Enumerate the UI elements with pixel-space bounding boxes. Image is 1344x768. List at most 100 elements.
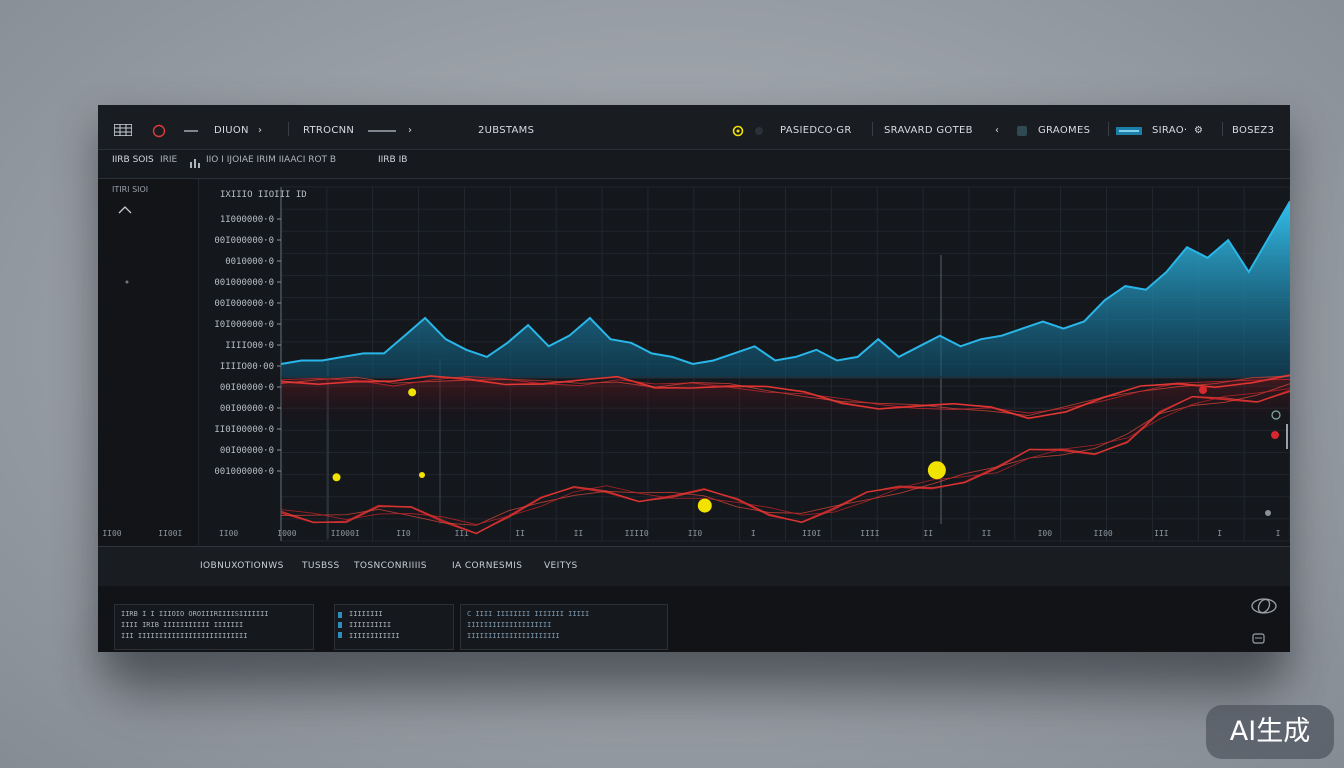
x-tick-label: II0I <box>802 529 821 538</box>
tab-5[interactable]: VEITYS <box>544 561 578 571</box>
data-point-marker[interactable] <box>419 472 425 478</box>
panel-left-line-1: IIRB I I IIIOIO OROIIIRIIIISIIIIIII <box>121 610 269 618</box>
data-point-marker[interactable] <box>697 498 712 513</box>
sub-toolbar: IIRB SOIS IRIE IIO I IJOIAE IRIM IIAACI … <box>98 150 1290 179</box>
red-point-marker[interactable] <box>1199 386 1207 394</box>
chart-svg: IXIIIO IIOIII ID 1I000000·0 00I000000·0 00… <box>102 186 1290 542</box>
x-tick-label: II00 <box>102 529 121 538</box>
y-axis: 1I000000·0 00I000000·0 0010000·0 001000000·… <box>214 215 281 477</box>
y-axis-title: IXIIIO IIOIII ID <box>220 190 307 200</box>
tab-4[interactable]: IA CORNESMIS <box>452 561 523 571</box>
red-lower-line <box>280 391 1290 534</box>
x-tick-label: I <box>751 529 756 538</box>
watermark-badge: AI生成 <box>1206 705 1334 759</box>
panel-right-line-2: IIIIIIIIIIIIIIIIIIII <box>467 621 552 629</box>
dot-icon <box>1265 510 1271 516</box>
panel-middle-line-3: IIIIIIIIIIII <box>349 632 400 640</box>
sidebar: ITIRI SIOI <box>98 179 199 545</box>
menu-item-4[interactable]: SIRAO· <box>1152 125 1188 136</box>
grid-icon[interactable] <box>114 124 132 136</box>
bar-chart-icon[interactable] <box>190 158 200 168</box>
y-tick-label: 00I00000·0 <box>220 446 274 456</box>
menu-diuon[interactable]: DIUON <box>214 125 249 136</box>
x-tick-label: II00I <box>158 529 182 538</box>
chevron-right-icon-2[interactable]: › <box>408 125 413 136</box>
menu-item-1[interactable]: PASIEDCO·GR <box>780 125 852 136</box>
chevron-right-icon[interactable]: › <box>258 125 263 136</box>
dashboard-window: DIUON › RTROCNN › 2UBSTAMS PASIEDCO·GR S… <box>98 105 1290 652</box>
sub-label-1[interactable]: IIRB SOIS <box>112 155 154 165</box>
info-panel-right: C IIII IIIIIIII IIIIIII IIIII IIIIIIIIII… <box>460 604 668 650</box>
x-tick-label: II0 <box>396 529 411 538</box>
dot-icon <box>125 280 129 284</box>
x-tick-label: II <box>923 529 933 538</box>
box-icon[interactable] <box>1252 632 1266 644</box>
arrow-right-icon[interactable] <box>184 127 200 135</box>
panel-left-line-2: IIII IRIB IIIIIIIIIII IIIIIII <box>121 621 244 629</box>
status-dot-icon <box>732 125 744 137</box>
chevron-left-icon[interactable]: ‹ <box>995 125 1000 136</box>
panel-right-line-3: IIIIIIIIIIIIIIIIIIIIII <box>467 632 560 640</box>
sidebar-label: ITIRI SIOI <box>112 185 149 194</box>
sub-label-3[interactable]: IIO I IJOIAE IRIM IIAACI ROT B <box>206 155 337 165</box>
tab-2[interactable]: TUSBSS <box>302 561 340 571</box>
sub-label-2[interactable]: IRIE <box>160 155 178 165</box>
red-upper-line <box>280 375 1290 419</box>
divider-4 <box>1222 122 1223 136</box>
y-tick-label: 1I000000·0 <box>220 215 274 225</box>
menu-rtrocnn[interactable]: RTROCNN <box>303 125 355 136</box>
chart-edge-icons <box>1265 410 1288 516</box>
blue-area-line <box>280 200 1290 366</box>
x-tick-label: IIII <box>860 529 879 538</box>
link-icon[interactable] <box>1250 597 1278 615</box>
settings-icon[interactable]: ⚙ <box>1194 125 1204 136</box>
x-tick-label: II <box>515 529 525 538</box>
y-tick-label: 0010000·0 <box>225 257 274 267</box>
y-tick-label: 001000000·0 <box>214 278 274 288</box>
record-icon[interactable] <box>152 124 166 138</box>
x-tick-label: IIII0 <box>625 529 649 538</box>
divider <box>288 122 289 136</box>
square-icon[interactable] <box>1016 125 1028 137</box>
top-bar: DIUON › RTROCNN › 2UBSTAMS PASIEDCO·GR S… <box>98 105 1290 150</box>
chart-markers <box>332 386 1279 513</box>
info-panel-middle: IIIIIIII IIIIIIIIII IIIIIIIIIIII <box>334 604 454 650</box>
y-tick-label: II0I00000·0 <box>214 425 274 435</box>
red-lower-line <box>280 383 1290 526</box>
y-tick-label: 001000000·0 <box>214 467 274 477</box>
x-tick-label: I <box>1217 529 1222 538</box>
x-tick-label: I <box>1276 529 1281 538</box>
red-band-fill <box>281 378 1290 425</box>
data-point-marker[interactable] <box>408 388 417 397</box>
tab-3[interactable]: TOSNCONRIIIIS <box>354 561 427 571</box>
y-tick-label: I0I000000·0 <box>214 320 274 330</box>
slider-track-icon[interactable] <box>368 129 396 133</box>
node-icon[interactable] <box>1271 410 1281 420</box>
tab-1[interactable]: IOBNUXOTIONWS <box>200 561 284 571</box>
chevron-up-icon[interactable] <box>118 205 132 215</box>
x-axis: II00 II00I II00 I000 II000I II0 III II II IIII0 II… <box>102 529 1280 538</box>
divider-3 <box>1108 122 1109 136</box>
bottom-area: IIRB I I IIIOIO OROIIIRIIIISIIIIIII IIII… <box>98 586 1290 652</box>
sub-label-4[interactable]: IIRB IB <box>378 155 408 165</box>
toggle-icon[interactable] <box>1116 127 1142 135</box>
x-tick-label: II00 <box>219 529 238 538</box>
data-point-marker[interactable] <box>332 473 341 482</box>
red-lower-line <box>280 388 1290 525</box>
x-tick-label: II0 <box>688 529 703 538</box>
divider-2 <box>872 122 873 136</box>
data-point-marker[interactable] <box>927 461 946 480</box>
tab-bar: IOBNUXOTIONWS TUSBSS TOSNCONRIIIIS IA CORNE… <box>98 546 1290 587</box>
menu-item-2[interactable]: SRAVARD GOTEB <box>884 125 973 136</box>
y-tick-label: 00I000000·0 <box>214 299 274 309</box>
x-tick-label: II <box>982 529 992 538</box>
panel-right-line-1: C IIII IIIIIIII IIIIIII IIIII <box>467 610 590 618</box>
y-tick-label: 00I000000·0 <box>214 236 274 246</box>
x-tick-label: III <box>455 529 470 538</box>
red-point-marker[interactable] <box>1271 431 1279 439</box>
menu-item-3[interactable]: GRAOMES <box>1038 125 1091 136</box>
x-tick-label: III <box>1154 529 1169 538</box>
panel-left-line-3: III IIIIIIIIIIIIIIIIIIIIIIIIII <box>121 632 248 640</box>
blue-area-fill <box>281 201 1290 379</box>
menu-item-5[interactable]: BOSEZ3 <box>1232 125 1275 136</box>
